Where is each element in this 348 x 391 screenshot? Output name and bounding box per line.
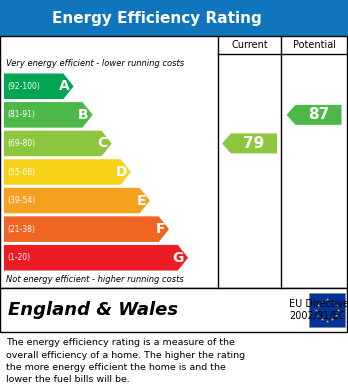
Text: Not energy efficient - higher running costs: Not energy efficient - higher running co… xyxy=(6,276,184,285)
Text: F: F xyxy=(156,222,165,236)
Text: D: D xyxy=(115,165,127,179)
Text: EU Directive: EU Directive xyxy=(289,299,348,309)
Text: C: C xyxy=(97,136,108,151)
Text: England & Wales: England & Wales xyxy=(8,301,178,319)
Text: G: G xyxy=(173,251,184,265)
Text: (92-100): (92-100) xyxy=(7,82,40,91)
Polygon shape xyxy=(286,105,341,125)
Text: (39-54): (39-54) xyxy=(7,196,35,205)
Text: 2002/91/EC: 2002/91/EC xyxy=(289,311,345,321)
Text: Energy Efficiency Rating: Energy Efficiency Rating xyxy=(52,11,261,25)
Text: Current: Current xyxy=(231,40,268,50)
Text: (55-68): (55-68) xyxy=(7,167,35,176)
Text: (21-38): (21-38) xyxy=(7,225,35,234)
Text: Very energy efficient - lower running costs: Very energy efficient - lower running co… xyxy=(6,59,184,68)
Polygon shape xyxy=(4,131,112,156)
Text: (1-20): (1-20) xyxy=(7,253,30,262)
Text: (81-91): (81-91) xyxy=(7,110,35,119)
Text: Potential: Potential xyxy=(293,40,335,50)
Bar xyxy=(0,0,348,36)
Bar xyxy=(0,288,347,332)
Text: 87: 87 xyxy=(308,108,329,122)
Polygon shape xyxy=(4,188,150,213)
Polygon shape xyxy=(4,74,73,99)
Bar xyxy=(309,293,345,327)
Polygon shape xyxy=(4,216,169,242)
Text: B: B xyxy=(78,108,89,122)
Polygon shape xyxy=(4,102,93,127)
Bar xyxy=(0,36,347,288)
Polygon shape xyxy=(222,133,277,153)
Text: The energy efficiency rating is a measure of the
overall efficiency of a home. T: The energy efficiency rating is a measur… xyxy=(6,338,245,384)
Text: E: E xyxy=(136,194,146,208)
Text: A: A xyxy=(59,79,70,93)
Polygon shape xyxy=(4,159,131,185)
Text: 79: 79 xyxy=(243,136,264,151)
Polygon shape xyxy=(4,245,188,271)
Text: (69-80): (69-80) xyxy=(7,139,35,148)
